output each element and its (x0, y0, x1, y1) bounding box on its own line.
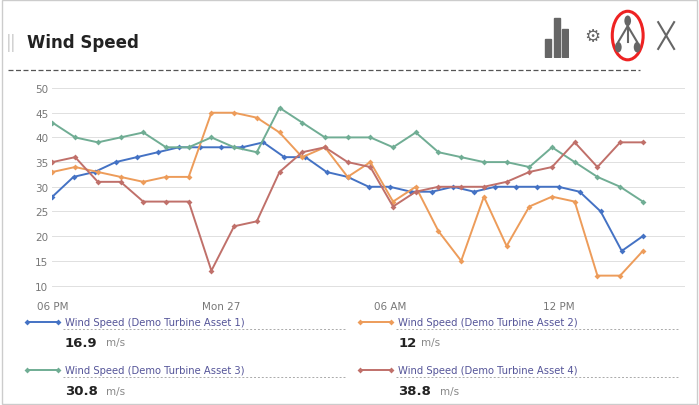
Circle shape (634, 43, 640, 53)
Text: Wind Speed (Demo Turbine Asset 4): Wind Speed (Demo Turbine Asset 4) (398, 366, 578, 375)
Text: m/s: m/s (440, 386, 459, 396)
Text: |: | (6, 34, 11, 51)
Text: Wind Speed (Demo Turbine Asset 3): Wind Speed (Demo Turbine Asset 3) (65, 366, 245, 375)
Text: 30.8: 30.8 (65, 384, 98, 397)
Text: |: | (10, 34, 15, 51)
Text: Wind Speed (Demo Turbine Asset 1): Wind Speed (Demo Turbine Asset 1) (65, 317, 245, 327)
Text: Wind Speed (Demo Turbine Asset 2): Wind Speed (Demo Turbine Asset 2) (398, 317, 578, 327)
Bar (554, 19, 560, 58)
Text: 12: 12 (398, 336, 417, 349)
Text: 16.9: 16.9 (65, 336, 98, 349)
Text: m/s: m/s (106, 337, 125, 347)
Circle shape (615, 43, 621, 53)
Text: 38.8: 38.8 (398, 384, 431, 397)
Circle shape (624, 17, 631, 27)
Bar (545, 40, 552, 58)
Text: m/s: m/s (106, 386, 125, 396)
Text: m/s: m/s (421, 337, 440, 347)
Bar (562, 30, 568, 58)
Text: Wind Speed: Wind Speed (27, 34, 138, 51)
Text: ⚙: ⚙ (584, 28, 600, 46)
